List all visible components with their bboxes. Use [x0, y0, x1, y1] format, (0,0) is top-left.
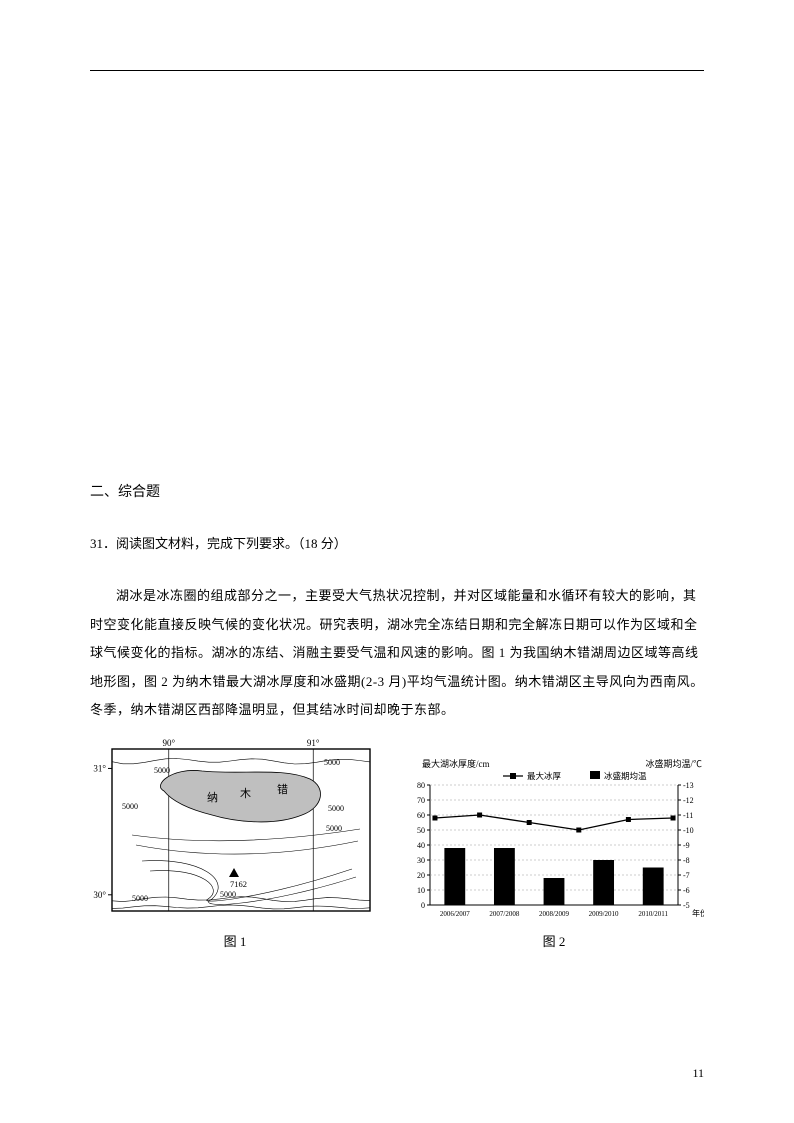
svg-text:0: 0: [421, 901, 425, 910]
svg-text:30°: 30°: [93, 890, 106, 900]
svg-text:5000: 5000: [324, 758, 340, 767]
svg-text:5000: 5000: [132, 894, 148, 903]
top-rule: [90, 70, 704, 71]
figure-1: 90° 91° 31° 30° 纳 木 错 5000 5000 5000 5000 5000 5000 5…: [90, 735, 380, 950]
figure-2: 最大湖冰厚度/cm 冰盛期均温/℃ 0 10 20 30 40 50 60 70 80 -5 -6 -7 -…: [404, 755, 704, 950]
svg-text:30: 30: [417, 856, 425, 865]
svg-text:-11: -11: [683, 811, 693, 820]
svg-text:-10: -10: [683, 826, 694, 835]
svg-text:错: 错: [277, 782, 288, 796]
svg-text:5000: 5000: [154, 766, 170, 775]
svg-text:91°: 91°: [307, 738, 320, 748]
svg-text:-6: -6: [683, 886, 690, 895]
svg-text:5000: 5000: [328, 804, 344, 813]
svg-text:5000: 5000: [122, 802, 138, 811]
figure-1-caption: 图 1: [224, 931, 247, 950]
svg-text:5000: 5000: [220, 890, 236, 899]
svg-text:90°: 90°: [162, 738, 175, 748]
svg-text:最大冰厚: 最大冰厚: [527, 771, 562, 781]
svg-text:-12: -12: [683, 796, 694, 805]
figure-2-caption: 图 2: [543, 931, 566, 950]
svg-text:70: 70: [417, 796, 425, 805]
svg-text:80: 80: [417, 781, 425, 790]
question-header: 31．阅读图文材料，完成下列要求。（18 分）: [90, 533, 704, 552]
svg-text:年份: 年份: [692, 908, 704, 918]
svg-text:-8: -8: [683, 856, 690, 865]
svg-text:木: 木: [240, 787, 251, 800]
svg-text:冰盛期均温/℃: 冰盛期均温/℃: [645, 758, 702, 769]
section-title: 二、综合题: [90, 481, 704, 501]
svg-text:2009/2010: 2009/2010: [589, 910, 619, 918]
map-svg: 90° 91° 31° 30° 纳 木 错 5000 5000 5000 5000 5000 5000 5…: [90, 735, 380, 925]
svg-text:31°: 31°: [93, 763, 106, 773]
svg-text:最大湖冰厚度/cm: 最大湖冰厚度/cm: [422, 758, 490, 769]
svg-text:-9: -9: [683, 841, 690, 850]
svg-text:7162: 7162: [230, 879, 247, 889]
svg-text:2006/2007: 2006/2007: [440, 910, 470, 918]
svg-text:20: 20: [417, 871, 425, 880]
svg-text:-7: -7: [683, 871, 690, 880]
svg-text:60: 60: [417, 811, 425, 820]
svg-text:-13: -13: [683, 781, 694, 790]
svg-text:5000: 5000: [326, 824, 342, 833]
chart-svg: 最大湖冰厚度/cm 冰盛期均温/℃ 0 10 20 30 40 50 60 70 80 -5 -6 -7 -…: [404, 755, 704, 925]
svg-text:40: 40: [417, 841, 425, 850]
svg-text:10: 10: [417, 886, 425, 895]
page-number: 11: [692, 1066, 704, 1081]
svg-text:50: 50: [417, 826, 425, 835]
svg-text:2010/2011: 2010/2011: [638, 910, 668, 918]
svg-text:2008/2009: 2008/2009: [539, 910, 569, 918]
svg-text:-5: -5: [683, 901, 690, 910]
svg-text:冰盛期均温: 冰盛期均温: [604, 771, 647, 781]
svg-text:纳: 纳: [207, 791, 218, 804]
svg-text:2007/2008: 2007/2008: [489, 910, 519, 918]
question-body: 湖冰是冰冻圈的组成部分之一，主要受大气热状况控制，并对区域能量和水循环有较大的影…: [90, 582, 704, 725]
